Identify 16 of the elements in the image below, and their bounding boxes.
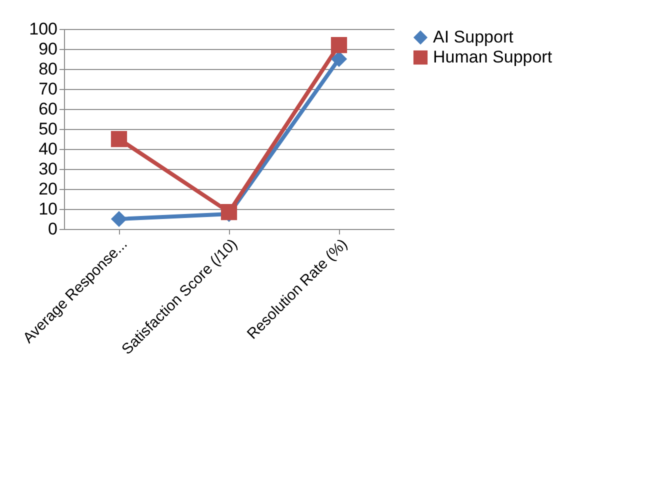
legend-label: Human Support	[433, 48, 552, 66]
y-tick-label: 30	[38, 160, 58, 178]
point	[110, 130, 128, 148]
y-tick-label: 100	[29, 20, 58, 38]
y-tick-label: 80	[38, 60, 58, 78]
y-tick-label: 90	[38, 40, 58, 58]
y-tick-label: 10	[38, 200, 58, 218]
y-tick-label: 60	[38, 100, 58, 118]
y-tick-label: 20	[38, 180, 58, 198]
y-tick-label: 0	[48, 220, 58, 238]
y-tick-label: 40	[38, 140, 58, 158]
y-tick-label: 70	[38, 80, 58, 98]
point	[330, 36, 348, 54]
y-tick-label: 50	[38, 120, 58, 138]
point	[110, 210, 128, 228]
legend-label: AI Support	[433, 28, 514, 46]
